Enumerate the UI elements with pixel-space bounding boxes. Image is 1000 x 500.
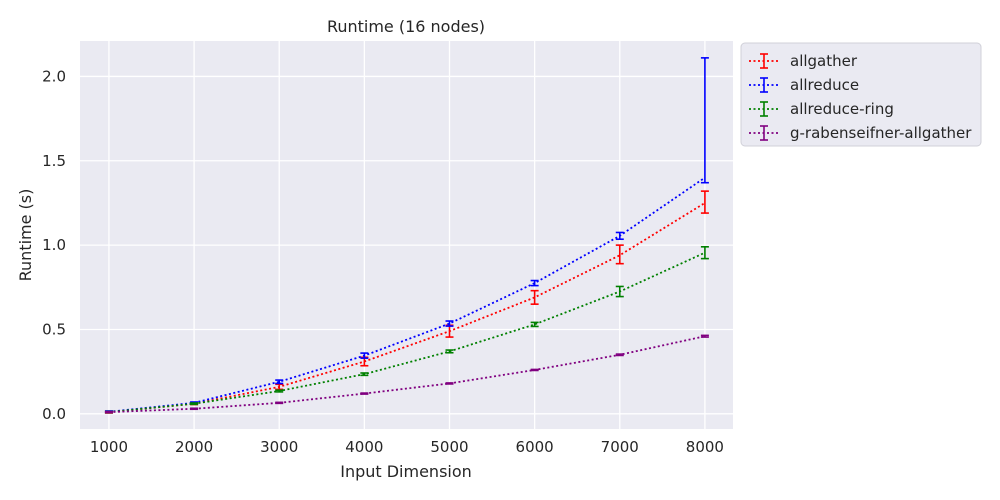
legend-item: g-rabenseifner-allgather xyxy=(749,124,972,142)
legend-label: allreduce-ring xyxy=(790,100,894,118)
x-tick-label: 5000 xyxy=(430,438,468,456)
x-axis-label: Input Dimension xyxy=(340,462,472,481)
error-bar xyxy=(530,368,539,372)
series-line xyxy=(108,335,706,414)
error-bar xyxy=(190,402,199,406)
legend-label: allreduce xyxy=(790,76,859,94)
error-bar xyxy=(275,379,284,385)
error-bar xyxy=(615,285,624,298)
series-g-rabenseifner-allgather xyxy=(104,334,709,414)
series-line xyxy=(108,251,706,414)
y-tick-label: 0.0 xyxy=(42,405,66,423)
y-tick-label: 0.5 xyxy=(42,320,66,338)
error-bar xyxy=(700,246,709,260)
x-tick-label: 3000 xyxy=(260,438,298,456)
x-tick-label: 1000 xyxy=(90,438,128,456)
series-line xyxy=(108,176,706,413)
series-group xyxy=(104,57,709,414)
legend-item: allgather xyxy=(749,52,858,70)
y-axis-label: Runtime (s) xyxy=(16,189,35,282)
y-tick-label: 1.5 xyxy=(42,152,66,170)
legend-item: allreduce xyxy=(749,76,859,94)
error-bar xyxy=(530,289,539,305)
error-bar xyxy=(530,321,539,328)
error-bar xyxy=(275,383,284,391)
x-tick-label: 8000 xyxy=(686,438,724,456)
y-ticks: 0.0 0.5 1.0 1.5 2.0 xyxy=(42,67,66,422)
legend: allgather allreduce allreduce-ring g-rabens… xyxy=(740,42,982,147)
error-bar xyxy=(445,349,454,354)
x-tick-label: 4000 xyxy=(345,438,383,456)
legend-box xyxy=(740,42,982,147)
error-bar xyxy=(190,407,199,411)
y-tick-label: 1.0 xyxy=(42,236,66,254)
y-tick-label: 2.0 xyxy=(42,67,66,85)
error-bar xyxy=(360,352,369,359)
x-tick-label: 6000 xyxy=(516,438,554,456)
error-bar xyxy=(360,392,369,395)
error-bar xyxy=(445,320,454,327)
plot-area xyxy=(80,41,733,429)
error-bar xyxy=(615,231,624,241)
error-bar xyxy=(445,382,454,385)
error-bar xyxy=(615,244,624,265)
chart-title: Runtime (16 nodes) xyxy=(327,17,485,36)
error-bar xyxy=(275,389,284,393)
error-bar xyxy=(530,279,539,287)
legend-label: allgather xyxy=(790,52,858,70)
error-bar xyxy=(700,334,709,338)
error-bar xyxy=(275,401,284,405)
x-tick-label: 2000 xyxy=(175,438,213,456)
error-bar xyxy=(700,57,709,184)
legend-label: g-rabenseifner-allgather xyxy=(790,124,972,142)
error-bar xyxy=(615,353,624,357)
error-bar xyxy=(700,190,709,214)
x-tick-label: 7000 xyxy=(601,438,639,456)
grid xyxy=(80,41,733,429)
error-bar xyxy=(360,372,369,377)
legend-item: allreduce-ring xyxy=(749,100,894,118)
x-ticks: 1000 2000 3000 4000 5000 6000 7000 8000 xyxy=(90,438,724,456)
error-bar xyxy=(104,410,113,414)
